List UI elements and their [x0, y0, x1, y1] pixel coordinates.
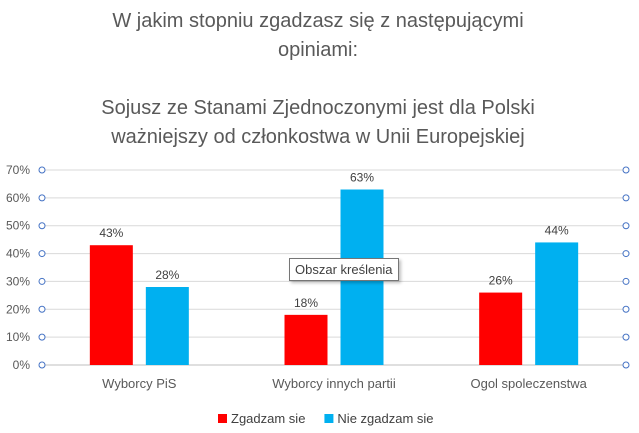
- legend: Zgadzam sie Nie zgadzam sie: [218, 411, 434, 426]
- selection-handle[interactable]: [38, 305, 46, 313]
- data-label: 28%: [155, 268, 179, 282]
- data-label: 63%: [350, 171, 374, 185]
- data-label: 18%: [294, 296, 318, 310]
- chart-title-line-3: Sojusz ze Stanami Zjednoczonymi jest dla…: [101, 97, 535, 119]
- selection-handle[interactable]: [622, 222, 630, 230]
- selection-handle[interactable]: [38, 222, 46, 230]
- bar[interactable]: [535, 242, 579, 365]
- x-category-label: Wyborcy innych partii: [272, 376, 396, 391]
- selection-handle[interactable]: [38, 194, 46, 202]
- bar[interactable]: [89, 245, 133, 365]
- selection-handle[interactable]: [38, 277, 46, 285]
- selection-handle[interactable]: [622, 166, 630, 174]
- x-category-label: Wyborcy PiS: [102, 376, 177, 391]
- y-tick-label: 10%: [6, 330, 30, 344]
- data-label: 44%: [545, 223, 569, 237]
- x-category-label: Ogol spoleczenstwa: [470, 376, 587, 391]
- selection-handle[interactable]: [38, 333, 46, 341]
- selection-handle[interactable]: [622, 305, 630, 313]
- y-tick-label: 20%: [6, 302, 30, 316]
- selection-handle[interactable]: [38, 166, 46, 174]
- selection-handle[interactable]: [622, 361, 630, 369]
- selection-handle[interactable]: [622, 333, 630, 341]
- bar[interactable]: [479, 292, 523, 365]
- data-label: 43%: [99, 226, 123, 240]
- legend-label: Nie zgadzam sie: [337, 411, 433, 426]
- chart-title-line-4: ważniejszy od członkostwa w Unii Europej…: [110, 126, 525, 148]
- y-tick-label: 30%: [6, 274, 30, 288]
- bar[interactable]: [284, 314, 328, 365]
- selection-handle[interactable]: [622, 277, 630, 285]
- selection-handle[interactable]: [38, 250, 46, 258]
- selection-handle[interactable]: [622, 250, 630, 258]
- y-tick-label: 60%: [6, 191, 30, 205]
- plot-area-tooltip: Obszar kreślenia: [289, 258, 399, 281]
- selection-handle[interactable]: [38, 361, 46, 369]
- legend-swatch: [218, 414, 227, 423]
- selection-handle[interactable]: [622, 194, 630, 202]
- legend-swatch: [324, 414, 334, 423]
- y-tick-label: 40%: [6, 247, 30, 261]
- data-label: 26%: [489, 274, 513, 288]
- chart-title-line-1: W jakim stopniu zgadzasz się z następują…: [112, 10, 523, 32]
- y-tick-label: 0%: [13, 358, 31, 372]
- chart-title-line-2: opiniami:: [278, 39, 358, 61]
- y-tick-label: 70%: [6, 163, 30, 177]
- legend-label: Zgadzam sie: [231, 411, 305, 426]
- bar[interactable]: [145, 287, 189, 365]
- y-tick-label: 50%: [6, 219, 30, 233]
